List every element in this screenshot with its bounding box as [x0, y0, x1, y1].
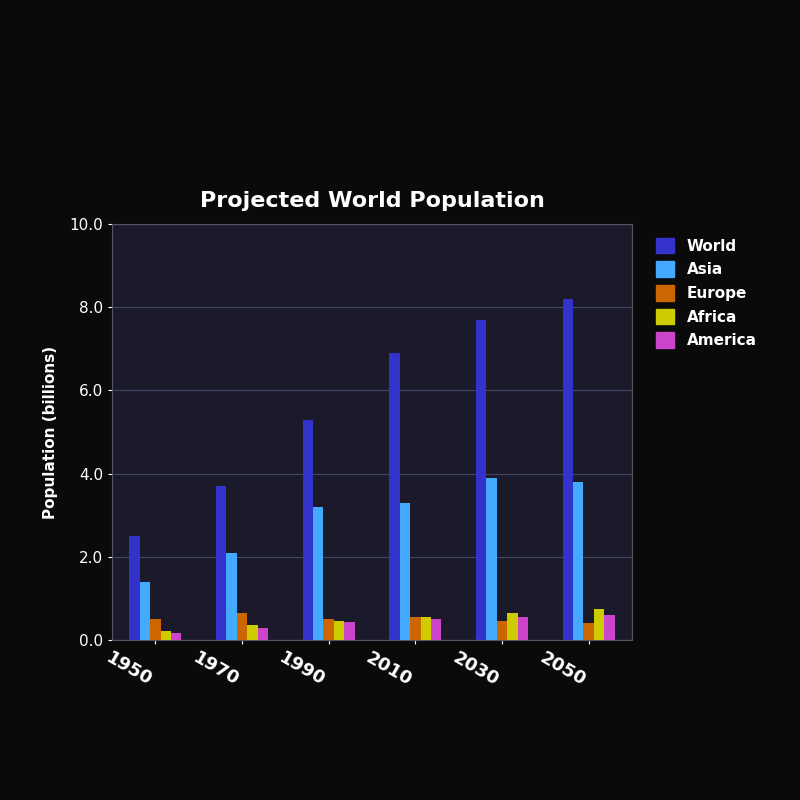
Bar	[161, 631, 171, 640]
Bar	[604, 615, 614, 640]
Bar	[313, 507, 323, 640]
Bar	[400, 502, 410, 640]
Bar	[562, 299, 573, 640]
Legend: World, Asia, Europe, Africa, America: World, Asia, Europe, Africa, America	[650, 232, 763, 354]
Bar	[518, 617, 528, 640]
Bar	[594, 609, 604, 640]
Bar	[171, 633, 182, 640]
Bar	[302, 419, 313, 640]
Bar	[237, 613, 247, 640]
Bar	[573, 482, 583, 640]
Bar	[150, 619, 161, 640]
Bar	[421, 617, 431, 640]
Bar	[140, 582, 150, 640]
Title: Projected World Population: Projected World Population	[199, 191, 545, 211]
Bar	[247, 625, 258, 640]
Bar	[476, 320, 486, 640]
Bar	[112, 224, 632, 640]
Bar	[486, 478, 497, 640]
Bar	[431, 619, 442, 640]
Bar	[334, 622, 344, 640]
Bar	[130, 536, 140, 640]
Bar	[216, 486, 226, 640]
Bar	[226, 553, 237, 640]
Bar	[258, 628, 268, 640]
Bar	[323, 619, 334, 640]
Bar	[344, 622, 354, 640]
Bar	[507, 613, 518, 640]
Bar	[410, 617, 421, 640]
Bar	[390, 353, 400, 640]
Bar	[497, 622, 507, 640]
Y-axis label: Population (billions): Population (billions)	[43, 346, 58, 518]
Bar	[583, 623, 594, 640]
